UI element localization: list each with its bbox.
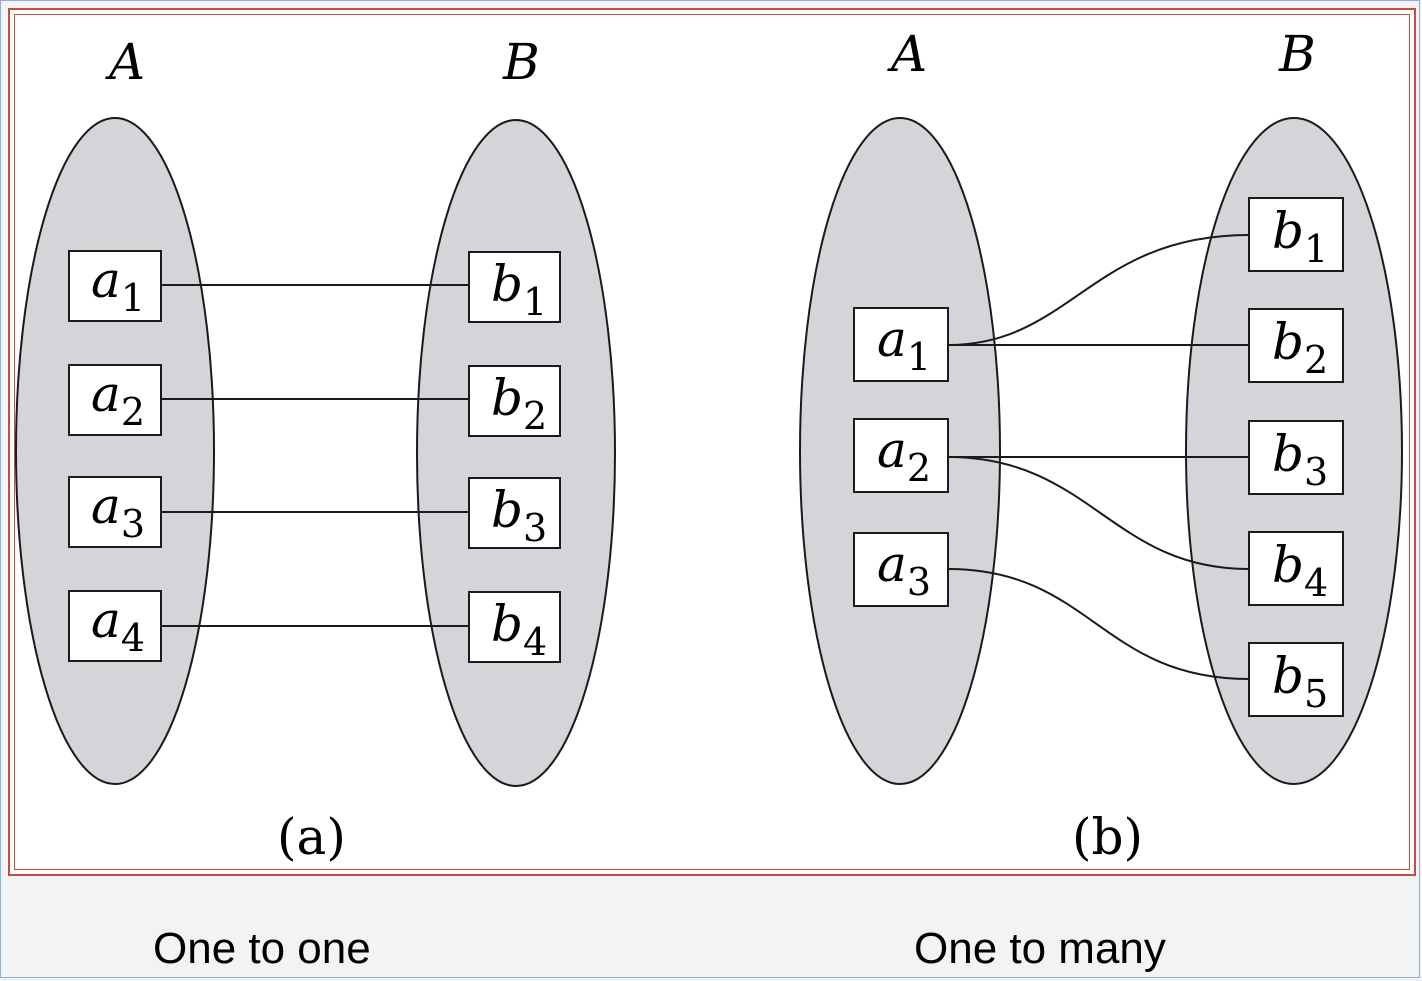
svg-text:b3: b3 [491, 481, 547, 550]
svg-text:a2: a2 [877, 421, 931, 490]
svg-text:a1: a1 [91, 251, 145, 320]
element-a3-right: a3 [853, 532, 949, 607]
svg-text:b3: b3 [1272, 425, 1328, 494]
element-b3-left: b3 [468, 477, 561, 550]
svg-text:a3: a3 [91, 477, 145, 546]
element-b1-left: b1 [468, 251, 561, 324]
set-a-label-left: A [105, 33, 145, 91]
element-b2-left: b2 [468, 365, 561, 438]
edge-a3-b5 [947, 568, 1250, 680]
svg-text:a1: a1 [877, 310, 931, 379]
set-a-label-right: A [887, 25, 927, 83]
element-b2-right: b2 [1248, 308, 1344, 383]
element-a4-left: a4 [68, 590, 162, 662]
set-b-label-right: B [1278, 25, 1316, 83]
panel-label-a: (a) [277, 808, 346, 866]
element-a2-left: a2 [68, 364, 162, 436]
element-b5-right: b5 [1248, 642, 1344, 717]
element-a2-right: a2 [853, 418, 949, 493]
edge-a1-b1 [947, 234, 1250, 346]
edge-a2-b4 [947, 456, 1250, 570]
svg-text:a2: a2 [91, 365, 145, 434]
panel-label-b: (b) [1072, 808, 1143, 866]
panel-a: A B a1 a2 a3 a4 [15, 33, 616, 866]
element-b4-left: b4 [468, 591, 561, 664]
element-b1-right: b1 [1248, 197, 1344, 272]
svg-text:b2: b2 [491, 369, 547, 438]
caption-one-to-one: One to one [153, 924, 371, 973]
svg-text:b5: b5 [1272, 647, 1328, 716]
svg-text:a3: a3 [877, 535, 931, 604]
svg-text:a4: a4 [91, 591, 145, 660]
element-a1-left: a1 [68, 250, 162, 322]
element-a1-right: a1 [853, 307, 949, 382]
svg-text:b2: b2 [1272, 313, 1328, 382]
element-b3-right: b3 [1248, 420, 1344, 495]
svg-text:b1: b1 [491, 255, 547, 324]
set-b-ellipse-left [416, 119, 616, 787]
svg-text:b1: b1 [1272, 202, 1328, 271]
element-b4-right: b4 [1248, 531, 1344, 606]
caption-one-to-many: One to many [914, 924, 1166, 973]
panel-b: A B a1 a2 a3 b1 [799, 25, 1403, 866]
svg-text:b4: b4 [491, 595, 547, 664]
element-a3-left: a3 [68, 476, 162, 548]
svg-text:b4: b4 [1272, 536, 1328, 605]
set-a-ellipse-left [15, 117, 215, 785]
set-b-label-left: B [502, 33, 540, 91]
